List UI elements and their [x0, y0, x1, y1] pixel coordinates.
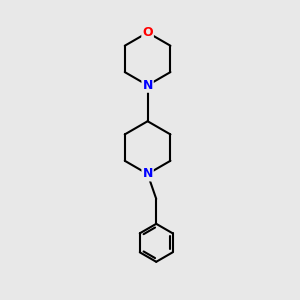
Text: N: N: [142, 167, 153, 181]
Text: N: N: [142, 79, 153, 92]
Text: O: O: [142, 26, 153, 39]
